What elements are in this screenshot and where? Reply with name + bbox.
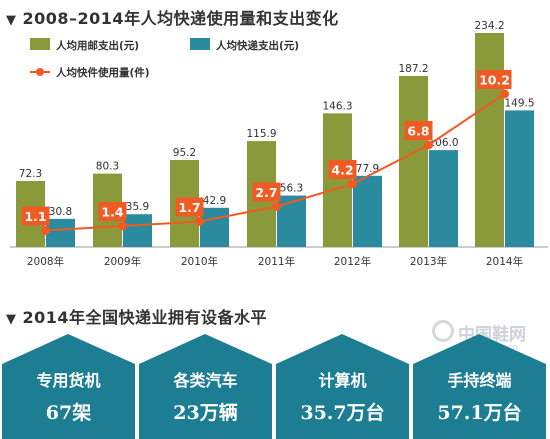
data-label-express: 42.9 — [203, 195, 226, 207]
bar-postal — [399, 75, 428, 247]
usage-label: 1.4 — [101, 205, 123, 220]
usage-marker — [348, 179, 357, 189]
legend-express-swatch — [190, 38, 210, 50]
usage-label-box — [477, 70, 512, 89]
data-label-postal: 187.2 — [398, 63, 428, 75]
device-panel: 专用货机 67架 各类汽车 23万辆 计算机 35.7万台 手持终端 57.1万… — [0, 334, 550, 439]
x-tick-label: 2012年 — [334, 255, 371, 268]
data-label-express: 30.8 — [49, 206, 72, 218]
usage-marker — [424, 140, 433, 150]
data-label-postal: 95.2 — [173, 147, 196, 159]
bar-express — [429, 150, 458, 247]
device-name: 计算机 — [318, 371, 367, 390]
device-value: 23万辆 — [173, 402, 238, 424]
x-tick-label: 2013年 — [410, 255, 447, 268]
x-tick-label: 2008年 — [27, 255, 64, 268]
data-label-express: 77.9 — [356, 163, 379, 175]
house-shape-icon — [413, 334, 546, 439]
usage-marker — [195, 217, 204, 226]
house-shape-icon — [276, 334, 409, 439]
legend-postal-label: 人均用邮支出(元) — [56, 39, 139, 52]
data-label-postal: 80.3 — [96, 161, 119, 173]
legend-usage-marker — [36, 68, 44, 76]
house-shape-icon — [139, 334, 272, 439]
device-name: 各类汽车 — [173, 371, 238, 390]
usage-label-box — [175, 197, 204, 217]
chart: 人均用邮支出(元) 人均快递支出(元) 人均快件使用量(件) 72.3 30.8 2008… — [10, 20, 548, 268]
watermark-logo-icon — [432, 320, 454, 342]
x-tick-label: 2009年 — [104, 255, 141, 268]
bar-postal — [323, 113, 352, 247]
bar-postal — [475, 33, 504, 247]
device-card-vehicles: 各类汽车 23万辆 — [139, 334, 272, 439]
usage-label: 1.1 — [24, 209, 46, 224]
usage-label: 6.8 — [407, 124, 429, 139]
usage-label-box — [404, 121, 433, 140]
usage-marker — [500, 89, 509, 99]
x-tick-label: 2011年 — [258, 255, 295, 268]
bar-express — [123, 214, 152, 247]
usage-label: 2.7 — [255, 185, 277, 200]
bar-express — [353, 175, 382, 247]
usage-label: 10.2 — [479, 73, 510, 88]
usage-label: 4.2 — [331, 163, 353, 178]
chart-title-text: 2008–2014年人均快递使用量和支出变化 — [22, 9, 339, 28]
usage-label-box — [252, 182, 281, 202]
device-value: 67架 — [45, 402, 92, 424]
bar-express — [277, 195, 306, 247]
data-label-postal: 234.2 — [474, 20, 504, 32]
usage-label-box — [21, 206, 50, 226]
usage-marker — [118, 221, 127, 231]
bar-express — [46, 218, 75, 247]
section-title: ▼ 2014年全国快递业拥有设备水平 — [6, 304, 267, 328]
section-title-text: 2014年全国快递业拥有设备水平 — [22, 308, 268, 327]
house-shape-icon — [2, 334, 135, 439]
device-card-cargo-plane: 专用货机 67架 — [2, 334, 135, 439]
data-label-express: 56.3 — [280, 183, 303, 195]
data-label-postal: 72.3 — [19, 168, 42, 180]
x-tick-label: 2014年 — [486, 255, 523, 268]
triangle-icon: ▼ — [6, 13, 17, 28]
legend-postal-swatch — [30, 38, 50, 50]
device-name: 专用货机 — [36, 371, 101, 390]
usage-marker — [272, 202, 281, 211]
device-value: 57.1万台 — [437, 402, 522, 424]
usage-label-box — [98, 202, 127, 221]
data-label-express: 149.5 — [504, 97, 534, 109]
legend-express-label: 人均快递支出(元) — [216, 39, 299, 52]
device-name: 手持终端 — [447, 371, 512, 390]
data-label-postal: 115.9 — [246, 128, 276, 140]
device-card-computers: 计算机 35.7万台 — [276, 334, 409, 439]
legend-usage-label: 人均快件使用量(件) — [56, 66, 150, 79]
usage-label-box — [328, 160, 357, 179]
device-card-handheld: 手持终端 57.1万台 — [413, 334, 546, 439]
data-label-express: 35.9 — [126, 201, 149, 213]
usage-marker — [41, 226, 50, 235]
chart-title: ▼ 2008–2014年人均快递使用量和支出变化 — [6, 5, 339, 29]
bar-express — [505, 110, 534, 247]
device-value: 35.7万台 — [300, 402, 385, 424]
x-tick-label: 2010年 — [181, 255, 218, 268]
bar-express — [200, 207, 229, 247]
usage-label: 1.7 — [178, 200, 200, 215]
data-label-postal: 146.3 — [322, 100, 352, 112]
triangle-icon: ▼ — [6, 312, 17, 327]
